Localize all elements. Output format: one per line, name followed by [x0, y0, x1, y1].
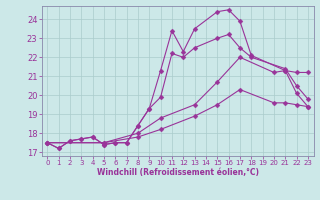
X-axis label: Windchill (Refroidissement éolien,°C): Windchill (Refroidissement éolien,°C) — [97, 168, 259, 177]
